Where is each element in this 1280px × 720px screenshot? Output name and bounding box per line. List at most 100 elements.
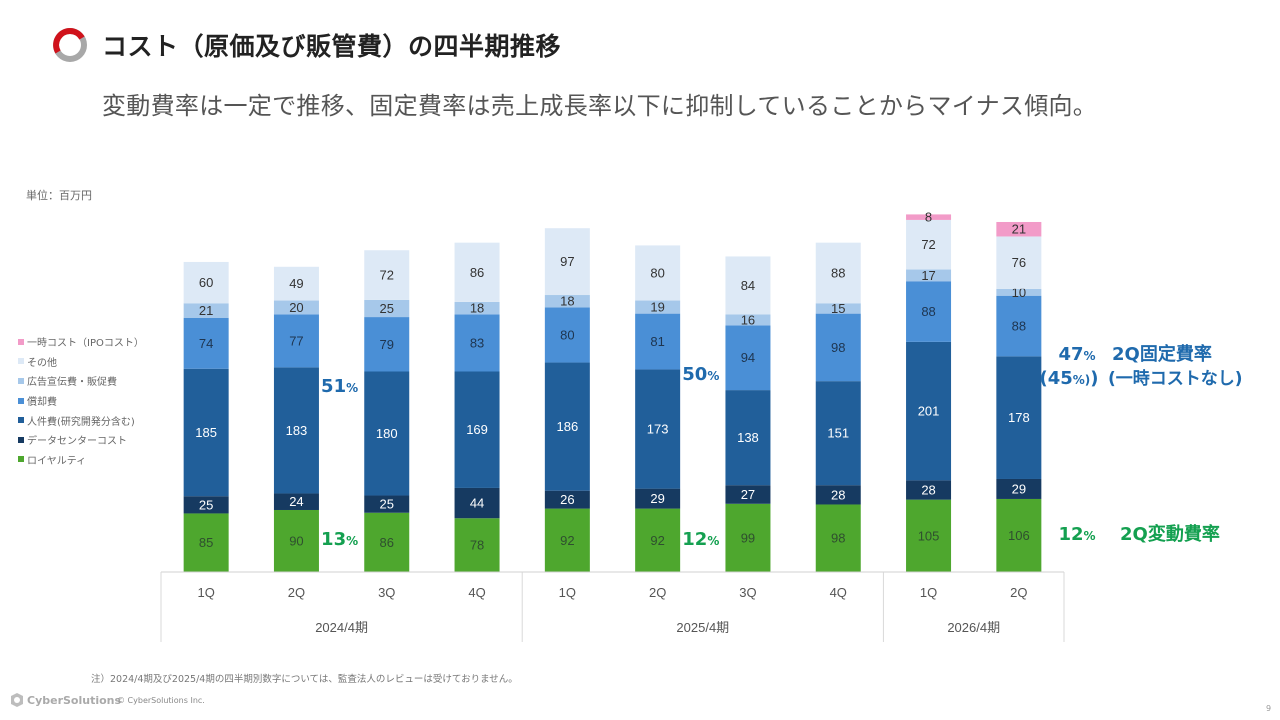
- bar-segment: [996, 478, 1042, 499]
- bar-value-label: 18: [560, 294, 574, 309]
- bar-value-label: 88: [921, 304, 935, 319]
- bar-value-label: 44: [470, 496, 484, 511]
- bar-segment: [273, 367, 319, 494]
- legend-swatch: [18, 397, 24, 404]
- rate-annotation: 47%: [1058, 344, 1095, 365]
- bar-value-label: 17: [921, 268, 935, 283]
- bar-segment: [544, 307, 590, 363]
- legend-label: ロイヤルティ: [27, 455, 87, 467]
- bar-value-label: 15: [831, 301, 845, 316]
- bar-value-label: 92: [650, 533, 664, 548]
- rate-annotation: 50%: [682, 364, 719, 385]
- rate-annotation: 12%: [1058, 524, 1095, 545]
- bar-value-label: 74: [199, 336, 213, 351]
- page-title: コスト（原価及び販管費）の四半期推移: [102, 32, 562, 61]
- bar-segment: [273, 509, 319, 572]
- bar-segment: [273, 314, 319, 368]
- bar-segment: [725, 325, 771, 391]
- bar-segment: [454, 518, 500, 572]
- bar-segment: [906, 219, 952, 270]
- rate-annotation-label: 2Q変動費率: [1120, 523, 1220, 545]
- bar-segment: [454, 301, 500, 315]
- bar-segment: [544, 362, 590, 491]
- bar-value-label: 183: [286, 423, 308, 438]
- bar-value-label: 80: [560, 327, 574, 342]
- footnote: 注）2024/4期及び2025/4期の四半期別数字については、監査法人のレビュー…: [91, 674, 518, 685]
- legend-label: その他: [27, 357, 57, 369]
- x-tick-label: 2Q: [1010, 585, 1027, 600]
- bar-segment: [815, 242, 861, 304]
- bar-segment: [906, 214, 952, 220]
- bar-value-label: 180: [376, 426, 398, 441]
- footer-brand: CyberSolutions: [27, 693, 122, 707]
- x-tick-label: 2Q: [288, 585, 305, 600]
- bar-value-label: 105: [918, 528, 940, 543]
- bar-segment: [906, 269, 952, 282]
- page-number: 9: [1266, 704, 1272, 713]
- x-tick-label: 1Q: [559, 585, 576, 600]
- bar-value-label: 21: [1012, 222, 1026, 237]
- bar-value-label: 84: [741, 278, 755, 293]
- bar-segment: [273, 493, 319, 510]
- bar-value-label: 86: [470, 265, 484, 280]
- bar-value-label: 8: [925, 210, 932, 225]
- legend-item: 一時コスト（IPOコスト）: [18, 332, 144, 352]
- bar-value-label: 94: [741, 350, 755, 365]
- bar-segment: [544, 490, 590, 509]
- bar-segment: [996, 295, 1042, 357]
- bar-value-label: 16: [741, 312, 755, 327]
- bar-segment: [815, 303, 861, 314]
- bar-segment: [635, 300, 681, 314]
- bar-value-label: 76: [1012, 255, 1026, 270]
- bar-segment: [544, 295, 590, 308]
- rate-annotation: 12%: [682, 529, 719, 550]
- bar-segment: [996, 498, 1042, 572]
- legend-item: 人件費(研究開発分含む): [18, 410, 144, 430]
- legend-swatch: [18, 338, 24, 345]
- x-tick-label: 3Q: [378, 585, 395, 600]
- rate-annotation-sub: (45%)): [1039, 368, 1098, 389]
- bar-segment: [906, 499, 952, 572]
- bar-value-label: 92: [560, 533, 574, 548]
- legend-item: 広告宣伝費・販促費: [18, 371, 144, 391]
- bar-value-label: 98: [831, 340, 845, 355]
- bar-segment: [815, 313, 861, 382]
- bar-segment: [364, 495, 410, 513]
- rate-annotation: 51%: [321, 376, 358, 397]
- legend-item: ロイヤルティ: [18, 450, 144, 470]
- bar-value-label: 72: [380, 268, 394, 283]
- bar-value-label: 78: [470, 538, 484, 553]
- bar-value-label: 99: [741, 530, 755, 545]
- bar-segment: [364, 317, 410, 372]
- bar-segment: [364, 250, 410, 300]
- bar-segment: [815, 381, 861, 486]
- legend-item: その他: [18, 352, 144, 372]
- x-group-label: 2025/4期: [676, 620, 729, 635]
- bar-segment: [183, 261, 229, 304]
- copyright: © CyberSolutions Inc.: [117, 696, 205, 705]
- bar-value-label: 151: [827, 426, 849, 441]
- bar-segment: [183, 303, 229, 318]
- bar-segment: [635, 369, 681, 489]
- bar-value-label: 90: [289, 533, 303, 548]
- bar-value-label: 173: [647, 422, 669, 437]
- bar-segment: [996, 288, 1042, 296]
- bar-value-label: 72: [921, 237, 935, 252]
- bar-value-label: 28: [831, 487, 845, 502]
- bar-segment: [635, 488, 681, 509]
- bar-value-label: 81: [650, 334, 664, 349]
- chart-legend: 一時コスト（IPOコスト） その他 広告宣伝費・販促費 償却費 人件費(研究開発分含む)…: [18, 332, 144, 469]
- bar-segment: [815, 504, 861, 572]
- bar-value-label: 26: [560, 492, 574, 507]
- bar-segment: [273, 266, 319, 301]
- x-tick-label: 3Q: [739, 585, 756, 600]
- unit-label: 単位：百万円: [26, 189, 92, 202]
- bar-segment: [454, 487, 500, 519]
- bar-value-label: 98: [831, 531, 845, 546]
- x-tick-label: 4Q: [830, 585, 847, 600]
- legend-swatch: [18, 456, 24, 463]
- x-group-label: 2026/4期: [947, 620, 1000, 635]
- bar-segment: [183, 513, 229, 572]
- x-tick-label: 2Q: [649, 585, 666, 600]
- bar-value-label: 178: [1008, 410, 1030, 425]
